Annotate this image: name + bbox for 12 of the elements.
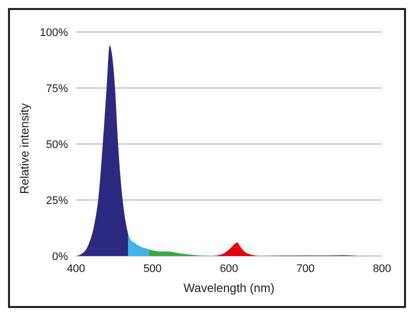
- y-tick-label: 100%: [40, 26, 68, 39]
- y-tick-label: 25%: [46, 194, 68, 207]
- y-tick-label: 50%: [46, 138, 68, 151]
- x-axis-title: Wavelength (nm): [184, 281, 274, 295]
- x-tick-label: 500: [143, 262, 162, 275]
- x-tick-label: 600: [220, 262, 238, 275]
- y-tick-label: 75%: [46, 82, 68, 95]
- x-tick-label: 800: [372, 262, 392, 275]
- x-tick-label: 700: [296, 262, 315, 275]
- y-axis-title: Relative intensity: [17, 103, 32, 194]
- x-tick-label: 400: [66, 262, 86, 275]
- y-tick-label: 0%: [52, 250, 68, 263]
